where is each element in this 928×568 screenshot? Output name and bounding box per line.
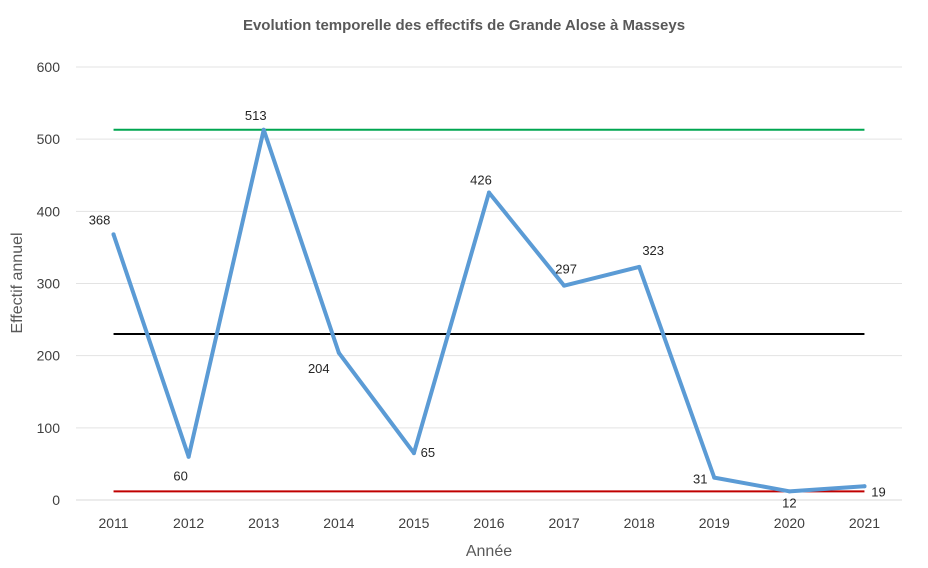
x-tick-label: 2013	[248, 515, 279, 531]
y-tick-label: 500	[37, 131, 61, 147]
x-axis-title: Année	[466, 543, 512, 560]
gridlines	[76, 66, 902, 501]
x-tick-label: 2019	[699, 515, 730, 531]
y-tick-label: 600	[37, 59, 61, 75]
data-label: 60	[173, 469, 187, 484]
data-label: 12	[782, 495, 796, 510]
y-tick-label: 200	[37, 348, 61, 364]
data-label: 368	[89, 212, 111, 227]
x-tick-label: 2021	[849, 515, 880, 531]
chart-title: Evolution temporelle des effectifs de Gr…	[243, 17, 685, 34]
x-tick-label: 2011	[98, 515, 128, 531]
x-tick-label: 2017	[549, 515, 580, 531]
x-tick-label: 2020	[774, 515, 805, 531]
x-tick-label: 2018	[624, 515, 655, 531]
data-label: 31	[693, 472, 707, 487]
data-label: 513	[245, 108, 267, 123]
y-axis-title: Effectif annuel	[9, 232, 26, 333]
data-point	[261, 127, 266, 132]
x-tick-label: 2016	[473, 515, 504, 531]
y-tick-label: 0	[52, 492, 60, 508]
x-axis-ticks: 2011 2012 2013 2014 2015 2016 2017 2018 2019 2020…	[98, 515, 880, 531]
x-tick-label: 2015	[398, 515, 429, 531]
data-point	[487, 190, 491, 195]
data-point	[411, 451, 416, 456]
reference-lines	[113, 128, 865, 493]
x-tick-label: 2014	[323, 515, 354, 531]
data-point	[186, 454, 191, 459]
data-label: 204	[308, 361, 330, 376]
data-point	[862, 484, 867, 489]
data-point	[637, 264, 642, 269]
y-tick-label: 100	[37, 420, 61, 436]
y-axis-ticks: 0 100 200 300 400 500 600	[37, 59, 61, 508]
y-tick-label: 400	[37, 203, 61, 219]
data-point	[336, 350, 341, 355]
data-point	[562, 283, 567, 288]
data-label: 323	[642, 243, 664, 258]
x-tick-label: 2012	[173, 515, 204, 531]
data-label: 19	[871, 484, 885, 499]
data-label: 426	[470, 173, 492, 188]
data-label: 297	[555, 262, 577, 277]
data-label: 65	[421, 445, 435, 460]
data-point	[111, 232, 116, 237]
data-point	[712, 475, 717, 480]
data-labels: 368 60 513 204 65 426 297 323 31 12 19	[89, 108, 886, 511]
series-layer	[111, 127, 867, 494]
y-tick-label: 300	[37, 276, 61, 292]
data-point	[787, 489, 792, 494]
